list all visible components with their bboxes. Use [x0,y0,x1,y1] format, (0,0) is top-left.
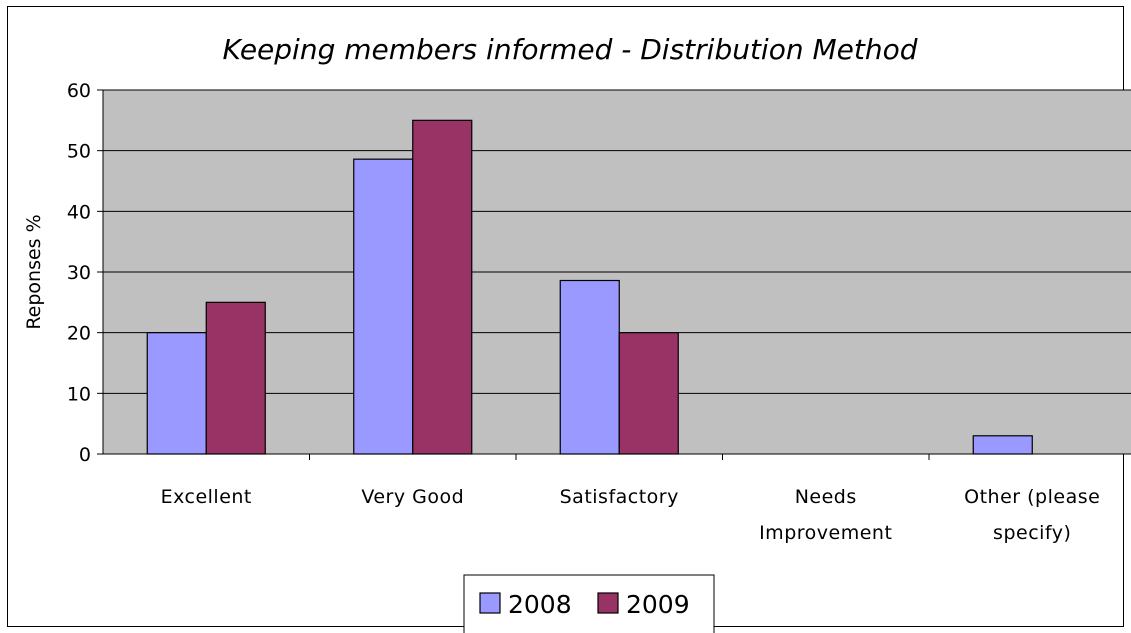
legend-label-2008: 2008 [508,590,572,619]
bar-2009-very-good [412,119,473,455]
bar-2008-satisfactory [559,279,620,455]
legend-swatch-2008 [479,592,501,614]
x-category-label: Other (please [964,486,1100,508]
x-category-label: Excellent [161,486,252,508]
legend-label-2009: 2009 [626,590,690,619]
bar-2008-very-good [353,158,414,455]
x-category-label: Satisfactory [560,486,679,508]
chart-title: Keeping members informed - Distribution … [222,33,917,66]
bar-2008-other-please-specify- [972,435,1033,455]
bar-2008-excellent [146,332,207,455]
x-category-label: Very Good [361,486,464,508]
x-category-label: Needs [795,486,857,508]
y-tick-label: 10 [67,383,91,405]
legend: 2008 2009 [463,574,715,633]
x-category-label: Improvement [759,522,892,544]
bar-2009-satisfactory [618,332,679,455]
y-tick-label: 30 [67,262,91,284]
y-tick-label: 0 [79,444,91,466]
legend-box [463,574,715,633]
y-axis-label: Reponses % [23,214,45,329]
plot-area: 0 10 20 30 40 50 60 Excellent Very Good Satisfact… [67,80,1131,544]
y-tick-label: 60 [67,80,91,102]
legend-swatch-2009 [597,592,619,614]
y-tick-label: 20 [67,323,91,345]
y-tick-label: 40 [67,201,91,223]
bar-2009-excellent [205,301,266,455]
x-category-label: specify) [993,522,1071,544]
y-tick-label: 50 [67,141,91,163]
